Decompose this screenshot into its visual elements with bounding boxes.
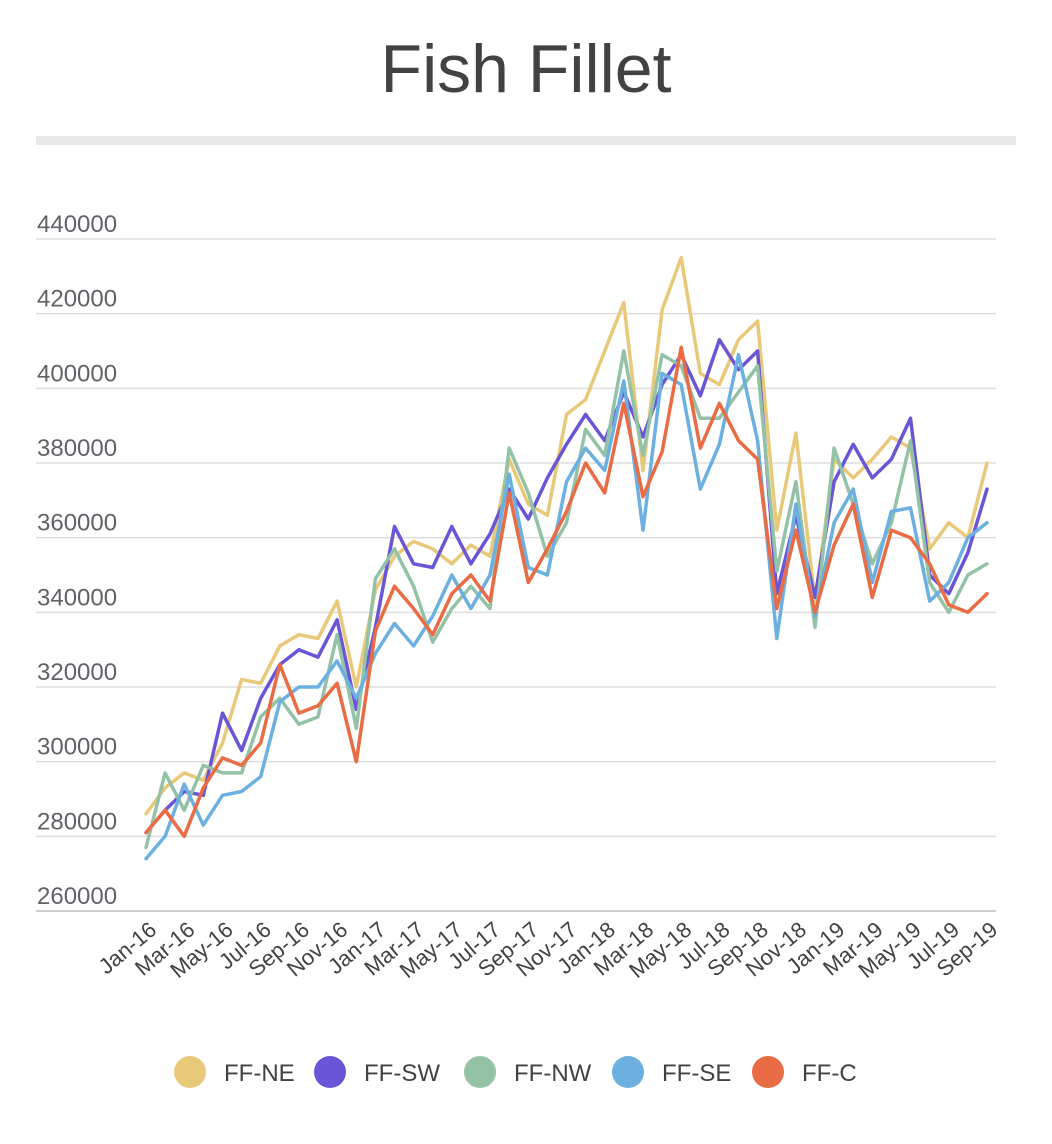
legend-swatch xyxy=(612,1056,644,1088)
x-axis-ticks: Jan-16Mar-16May-16Jul-16Sep-16Nov-16Jan-… xyxy=(94,917,1003,983)
legend-item-ff-ne[interactable]: FF-NE xyxy=(174,1056,295,1088)
legend-item-ff-se[interactable]: FF-SE xyxy=(612,1056,731,1088)
legend-swatch xyxy=(174,1056,206,1088)
series-line-ff-ne xyxy=(144,255,989,816)
legend[interactable]: FF-NE FF-SW FF-NW FF-SE FF-C xyxy=(174,1056,857,1088)
y-tick-label: 340000 xyxy=(37,584,117,611)
series-line-ff-nw xyxy=(144,349,989,850)
legend-label: FF-SE xyxy=(662,1060,731,1087)
y-tick-label: 420000 xyxy=(37,286,117,313)
series-line-ff-c xyxy=(144,345,989,839)
legend-item-ff-c[interactable]: FF-C xyxy=(752,1056,857,1088)
series-line-ff-se xyxy=(144,352,989,861)
gridlines xyxy=(36,238,996,912)
legend-label: FF-C xyxy=(802,1060,857,1087)
chart-title: Fish Fillet xyxy=(380,31,672,107)
legend-item-ff-sw[interactable]: FF-SW xyxy=(314,1056,440,1088)
y-tick-label: 260000 xyxy=(37,883,117,910)
y-tick-label: 360000 xyxy=(37,510,117,537)
y-tick-label: 300000 xyxy=(37,734,117,761)
legend-label: FF-NW xyxy=(514,1060,592,1087)
legend-swatch xyxy=(752,1056,784,1088)
y-tick-label: 440000 xyxy=(37,211,117,238)
legend-label: FF-NE xyxy=(224,1060,295,1087)
legend-item-ff-nw[interactable]: FF-NW xyxy=(464,1056,592,1088)
y-tick-label: 280000 xyxy=(37,808,117,835)
legend-label: FF-SW xyxy=(364,1060,440,1087)
legend-swatch xyxy=(464,1056,496,1088)
y-tick-label: 380000 xyxy=(37,435,117,462)
y-axis-ticks: 260000 280000 300000 320000 340000 360000 3800… xyxy=(37,211,117,910)
title-divider xyxy=(36,136,1016,145)
y-tick-label: 320000 xyxy=(37,659,117,686)
legend-swatch xyxy=(314,1056,346,1088)
series-lines xyxy=(144,255,989,861)
y-tick-label: 400000 xyxy=(37,360,117,387)
series-line-ff-sw xyxy=(144,338,989,835)
